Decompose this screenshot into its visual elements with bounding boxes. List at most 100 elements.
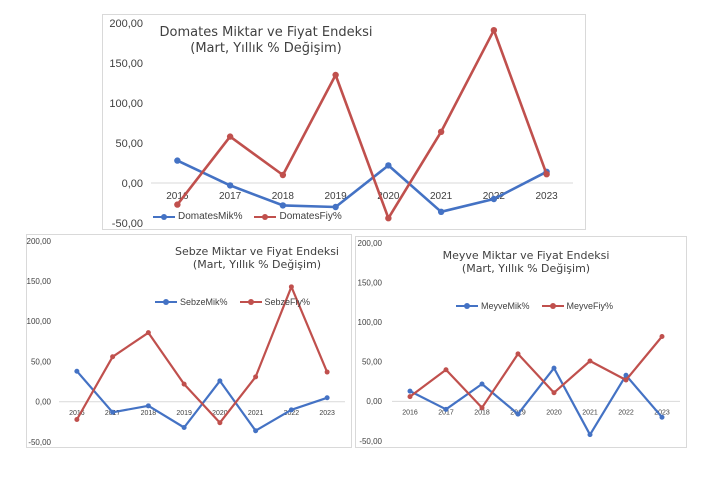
series-line (75, 285, 329, 424)
meyve-chart-svg: -50,00 0,00 50,00 100,00 150,00 200,00 2016 201… (358, 239, 680, 446)
y-tick-label: 50,00 (115, 138, 143, 150)
data-point (385, 215, 392, 222)
legend-item-fiyat: DomatesFiy% (254, 211, 342, 222)
y-tick-label: -50,00 (112, 218, 143, 230)
data-point (145, 330, 151, 336)
chart-title: Sebze Miktar ve Fiyat Endeksi (Mart, Yıl… (167, 245, 347, 271)
data-point (332, 71, 339, 79)
y-tick-label: 100,00 (358, 318, 383, 327)
x-tick-label: 2020 (546, 409, 562, 416)
meyve-chart-panel: -50,00 0,00 50,00 100,00 150,00 200,00 2016 201… (355, 236, 687, 448)
x-tick-label: 2020 (212, 410, 228, 417)
data-point (543, 171, 550, 178)
data-point (324, 369, 330, 375)
data-point (217, 420, 223, 426)
x-tick-label: 2021 (248, 410, 264, 417)
x-tick-label: 2016 (402, 409, 418, 416)
legend-label: DomatesFiy% (279, 211, 342, 222)
sebze-chart-panel: -50,00 0,00 50,00 100,00 150,00 200,00 2016 201… (26, 234, 352, 448)
data-point (253, 428, 259, 434)
domates-chart-panel: -50,00 0,00 50,00 100,00 150,00 200,00 2016 201… (102, 14, 586, 230)
data-point (288, 284, 294, 290)
y-tick-label: 200,00 (358, 239, 383, 248)
x-tick-label: 2021 (582, 409, 598, 416)
chart-legend: MeyveMik% MeyveFiy% (456, 301, 613, 311)
legend-swatch-blue (456, 301, 478, 311)
data-point (515, 351, 521, 357)
y-tick-label: 100,00 (109, 98, 143, 110)
legend-item-miktar: DomatesMik% (153, 211, 242, 222)
data-point (74, 416, 80, 422)
x-tick-label: 2018 (141, 410, 157, 417)
y-tick-label: 100,00 (27, 317, 52, 326)
data-point (279, 202, 287, 209)
legend-item-miktar: MeyveMik% (456, 301, 530, 311)
x-tick-label: 2018 (272, 191, 295, 202)
legend-label: MeyveMik% (481, 301, 530, 311)
chart-title: Meyve Miktar ve Fiyat Endeksi (Mart, Yıl… (436, 249, 616, 275)
chart-title: Domates Miktar ve Fiyat Endeksi (Mart, Y… (151, 25, 381, 56)
legend-label: DomatesMik% (178, 211, 243, 222)
legend-item-fiyat: SebzeFiy% (239, 297, 311, 307)
data-point (551, 390, 557, 396)
y-tick-label: 200,00 (27, 237, 52, 246)
data-point (145, 403, 151, 409)
data-point (551, 365, 557, 371)
x-tick-label: 2022 (618, 409, 634, 416)
x-tick-label: 2017 (438, 409, 454, 416)
legend-item-miktar: SebzeMik% (155, 297, 228, 307)
x-tick-label: 2018 (474, 409, 490, 416)
chart-legend: DomatesMik% DomatesFiy% (153, 211, 342, 222)
x-tick-label: 2021 (430, 191, 453, 202)
sebze-chart-svg: -50,00 0,00 50,00 100,00 150,00 200,00 2016 201… (27, 237, 345, 447)
data-point (623, 377, 629, 383)
data-point (479, 405, 485, 411)
x-tick-label: 2016 (166, 191, 189, 202)
series-line (176, 159, 548, 214)
legend-label: MeyveFiy% (566, 301, 614, 311)
data-point (623, 372, 629, 378)
data-point (437, 208, 445, 215)
data-point (659, 333, 665, 339)
data-point (74, 368, 80, 374)
chart-title-line1: Meyve Miktar ve Fiyat Endeksi (442, 249, 610, 262)
data-point (407, 388, 413, 394)
chart-title-line2: (Mart, Yıllık % Değişim) (461, 262, 591, 276)
data-point (324, 395, 330, 401)
x-tick-label: 2023 (319, 410, 335, 417)
y-tick-label: -50,00 (359, 437, 382, 446)
y-tick-label: 200,00 (109, 18, 143, 30)
x-tick-label: 2023 (654, 409, 670, 416)
data-point (253, 374, 259, 380)
legend-swatch-red (239, 297, 262, 307)
legend-swatch-blue (153, 212, 175, 222)
y-tick-label: 0,00 (366, 397, 382, 406)
y-tick-label: 150,00 (109, 58, 143, 70)
data-point (174, 201, 181, 208)
data-point (110, 409, 116, 415)
series-line (409, 367, 663, 436)
y-tick-label: 0,00 (35, 398, 51, 407)
legend-swatch-blue (155, 297, 177, 307)
data-point (659, 414, 665, 420)
data-point (181, 381, 187, 387)
series-line (409, 335, 663, 409)
data-point (587, 432, 593, 438)
legend-label: SebzeFiy% (264, 297, 311, 307)
data-point (279, 171, 287, 179)
x-tick-label: 2020 (377, 191, 400, 202)
data-point (443, 406, 449, 412)
chart-title-line2: (Mart, Yıllık % Değişim) (192, 258, 322, 272)
chart-title-line1: Domates Miktar ve Fiyat Endeksi (159, 25, 373, 40)
legend-item-fiyat: MeyveFiy% (541, 301, 614, 311)
data-point (515, 411, 521, 417)
data-point (226, 182, 234, 189)
legend-label: SebzeMik% (180, 297, 228, 307)
data-point (110, 354, 116, 360)
x-tick-label: 2019 (176, 410, 192, 417)
y-tick-label: -50,00 (28, 438, 51, 447)
data-point (490, 27, 498, 34)
data-point (226, 133, 234, 140)
x-tick-label: 2017 (219, 191, 242, 202)
data-point (490, 195, 498, 203)
